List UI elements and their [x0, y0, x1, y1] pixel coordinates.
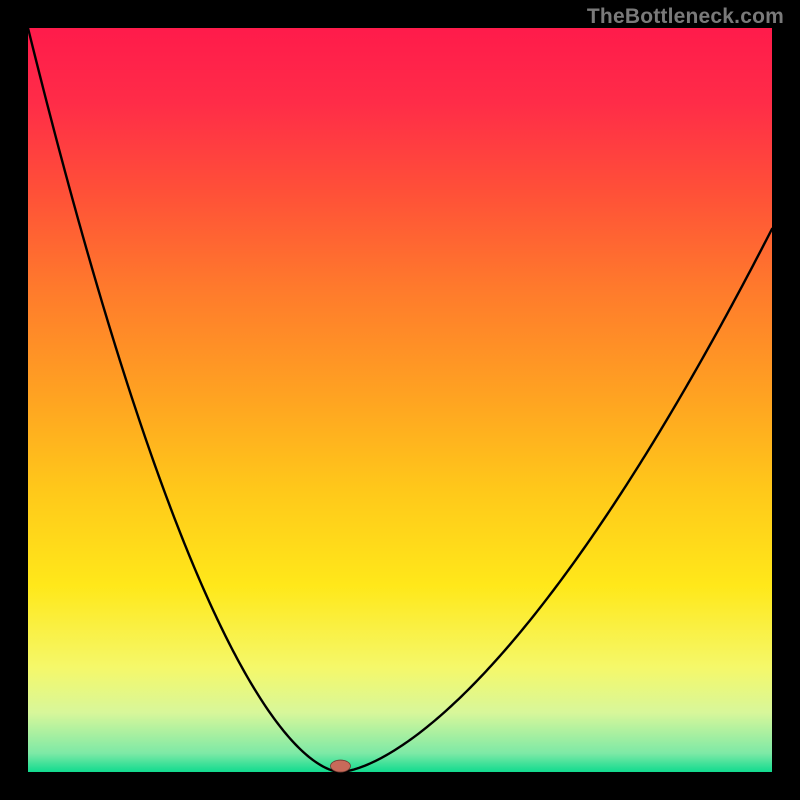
- watermark-text: TheBottleneck.com: [587, 5, 784, 29]
- optimum-marker: [330, 760, 350, 772]
- chart-container: TheBottleneck.com: [0, 0, 800, 800]
- plot-background: [28, 28, 772, 772]
- bottleneck-chart: [0, 0, 800, 800]
